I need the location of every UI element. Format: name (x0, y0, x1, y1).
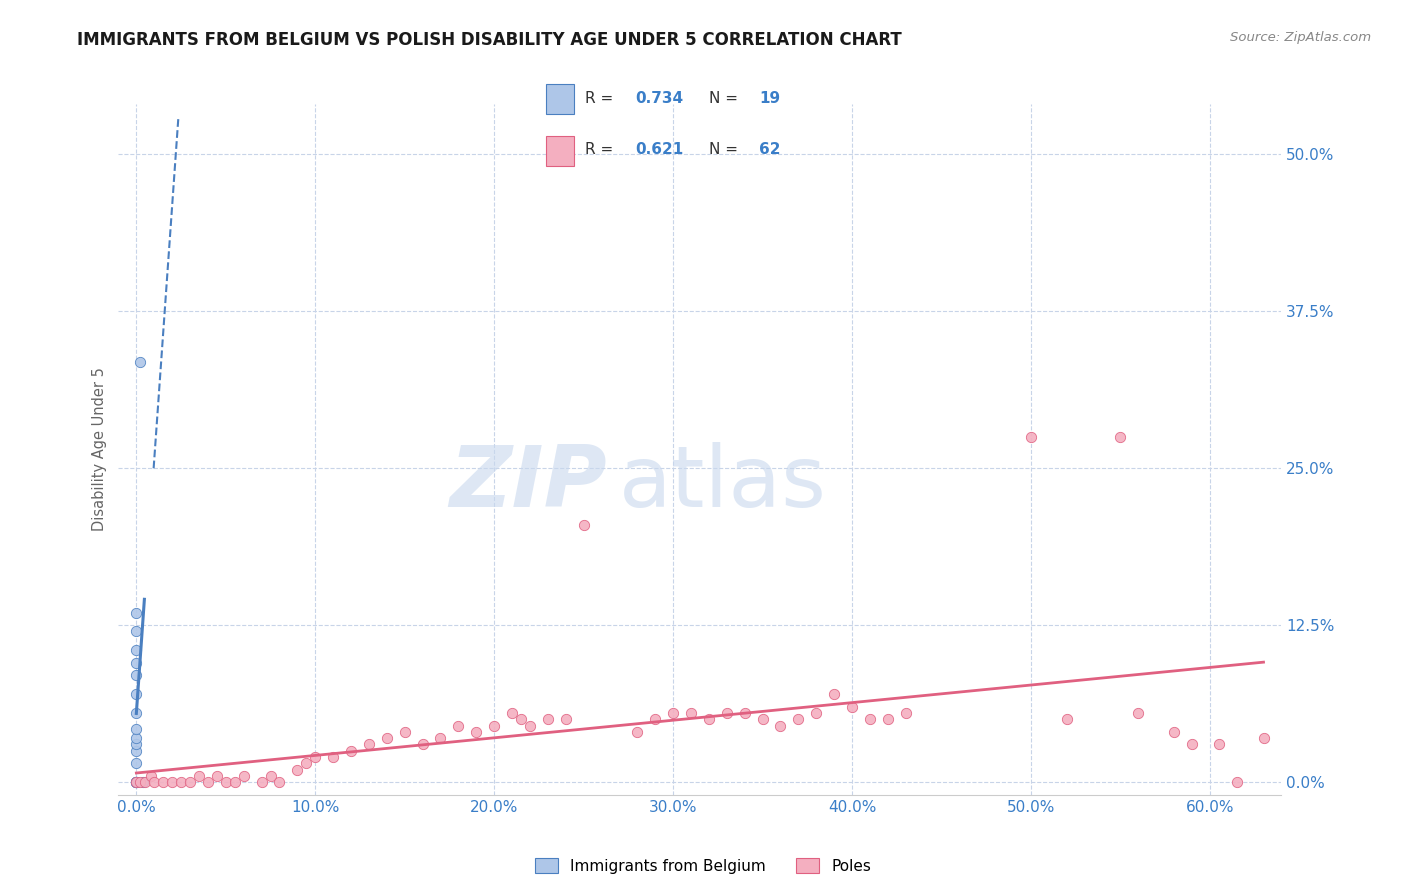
Point (188, 769, 211, 783)
Point (662, 706, 685, 720)
Point (125, 706, 148, 720)
Point (125, 775, 148, 789)
Point (125, 756, 148, 771)
Point (250, 775, 273, 789)
Point (697, 712, 720, 726)
Bar (546, 136, 574, 166)
Point (232, 769, 254, 783)
Text: R =: R = (585, 142, 619, 157)
Point (295, 756, 318, 771)
Text: 19: 19 (759, 91, 780, 105)
Point (394, 725, 416, 739)
Text: IMMIGRANTS FROM BELGIUM VS POLISH DISABILITY AGE UNDER 5 CORRELATION CHART: IMMIGRANTS FROM BELGIUM VS POLISH DISABI… (77, 31, 903, 49)
Point (224, 775, 246, 789)
Point (1019, 430, 1042, 444)
Point (501, 706, 523, 720)
Point (125, 731, 148, 746)
Text: 62: 62 (759, 142, 780, 157)
Point (143, 775, 166, 789)
Point (125, 775, 148, 789)
Point (1056, 712, 1078, 726)
Text: 0.621: 0.621 (636, 142, 683, 157)
Point (134, 775, 156, 789)
Point (1163, 725, 1185, 739)
Legend: Immigrants from Belgium, Poles: Immigrants from Belgium, Poles (529, 852, 877, 880)
Point (876, 712, 898, 726)
Point (769, 719, 792, 733)
Point (125, 775, 148, 789)
Point (626, 725, 648, 739)
Point (179, 775, 201, 789)
Point (125, 744, 148, 758)
Point (125, 723, 148, 737)
Point (322, 750, 344, 764)
Point (205, 769, 228, 783)
Point (139, 769, 162, 783)
Text: N =: N = (709, 91, 742, 105)
Point (375, 731, 398, 746)
Text: R =: R = (585, 91, 619, 105)
Bar (546, 84, 574, 114)
Point (465, 725, 488, 739)
Point (1181, 738, 1204, 752)
Point (129, 775, 152, 789)
Point (125, 643, 148, 657)
Point (572, 517, 595, 532)
Point (1109, 430, 1132, 444)
Point (125, 624, 148, 639)
Point (644, 712, 666, 726)
Point (510, 712, 533, 726)
Point (1226, 775, 1249, 789)
Point (894, 706, 917, 720)
Y-axis label: Disability Age Under 5: Disability Age Under 5 (93, 368, 107, 532)
Point (429, 731, 451, 746)
Point (482, 719, 505, 733)
Point (125, 668, 148, 682)
Point (412, 738, 434, 752)
Point (125, 775, 148, 789)
Point (125, 656, 148, 670)
Point (823, 687, 845, 701)
Point (554, 712, 576, 726)
Point (170, 775, 193, 789)
Point (537, 712, 560, 726)
Point (125, 738, 148, 752)
Point (197, 775, 219, 789)
Point (1208, 738, 1230, 752)
Point (859, 712, 882, 726)
Point (269, 775, 291, 789)
Point (716, 706, 738, 720)
Point (751, 712, 773, 726)
Point (259, 769, 281, 783)
Point (304, 750, 326, 764)
Point (215, 775, 238, 789)
Point (125, 606, 148, 620)
Text: ZIP: ZIP (450, 442, 607, 525)
Point (160, 775, 183, 789)
Point (152, 775, 174, 789)
Point (125, 775, 148, 789)
Point (128, 354, 150, 368)
Point (679, 706, 702, 720)
Point (519, 719, 541, 733)
Point (340, 744, 363, 758)
Point (787, 712, 810, 726)
Point (125, 687, 148, 701)
Point (285, 763, 308, 777)
Point (1128, 706, 1150, 720)
Point (447, 719, 470, 733)
Point (806, 706, 828, 720)
Point (1253, 731, 1275, 746)
Text: 0.734: 0.734 (636, 91, 683, 105)
Point (125, 775, 148, 789)
Point (734, 706, 756, 720)
Point (357, 738, 380, 752)
Point (131, 775, 153, 789)
Text: N =: N = (709, 142, 742, 157)
Text: atlas: atlas (619, 442, 827, 525)
Point (841, 699, 863, 714)
Text: Source: ZipAtlas.com: Source: ZipAtlas.com (1230, 31, 1371, 45)
